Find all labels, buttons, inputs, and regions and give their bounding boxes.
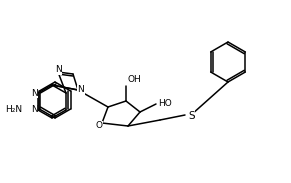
Text: N: N: [31, 89, 37, 98]
Text: O: O: [95, 122, 102, 130]
Text: N: N: [55, 66, 61, 74]
Text: N: N: [78, 85, 84, 94]
Text: HO: HO: [158, 100, 172, 109]
Text: H₂N: H₂N: [5, 106, 22, 115]
Text: S: S: [188, 111, 195, 121]
Text: OH: OH: [128, 75, 142, 84]
Text: N: N: [31, 106, 37, 115]
